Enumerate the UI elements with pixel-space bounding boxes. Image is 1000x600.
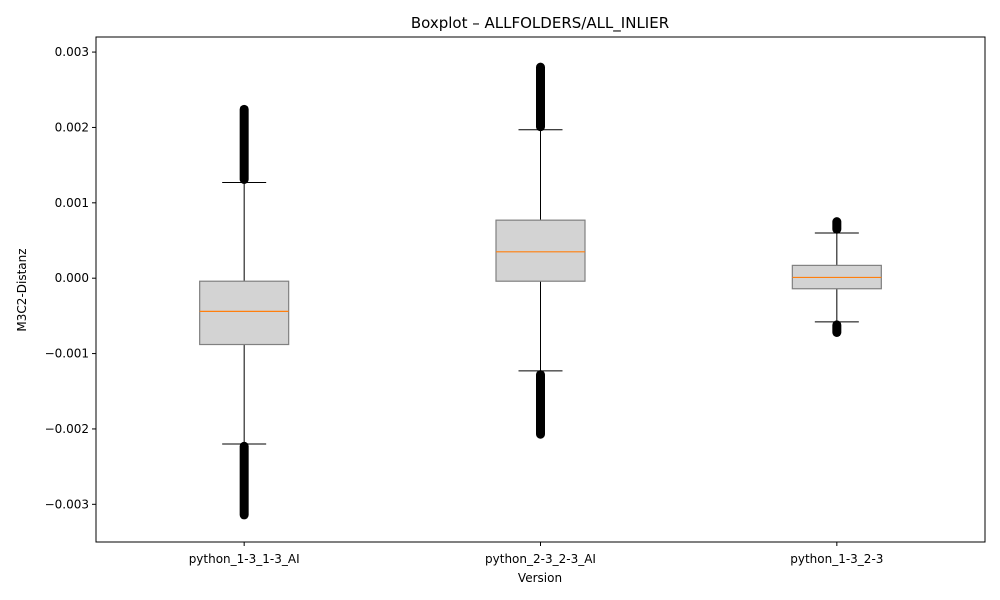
x-tick-label: python_2-3_2-3_AI [485, 552, 596, 566]
y-tick-label: 0.002 [55, 120, 89, 134]
y-axis: −0.003 −0.002 −0.001 0.000 0.001 0.002 0.003 [45, 45, 96, 511]
box-group [791, 217, 882, 337]
flier-low-cluster [536, 370, 545, 439]
flier-high-cluster [832, 217, 842, 234]
flier-high-cluster [536, 62, 545, 132]
flier-low-cluster [239, 441, 249, 520]
chart-marks [199, 62, 882, 520]
box-iqr [495, 219, 586, 282]
flier-high-cluster [239, 104, 249, 184]
y-tick-label: 0.003 [55, 45, 89, 59]
box-group [495, 62, 586, 439]
x-axis: python_1-3_1-3_AI python_2-3_2-3_AI python… [189, 542, 883, 566]
y-tick-label: 0.001 [55, 196, 89, 210]
box-iqr [199, 280, 290, 346]
x-tick-label: python_1-3_2-3 [790, 552, 883, 566]
y-tick-label: 0.000 [55, 271, 89, 285]
x-tick-label: python_1-3_1-3_AI [189, 552, 300, 566]
y-axis-label: M3C2-Distanz [15, 248, 29, 331]
y-tick-label: −0.003 [45, 497, 89, 511]
y-tick-label: −0.002 [45, 422, 89, 436]
box-group [199, 104, 290, 520]
x-axis-label: Version [518, 571, 562, 585]
flier-low-cluster [832, 320, 842, 337]
y-tick-label: −0.001 [45, 347, 89, 361]
chart-title: Boxplot – ALLFOLDERS/ALL_INLIER [411, 14, 669, 33]
